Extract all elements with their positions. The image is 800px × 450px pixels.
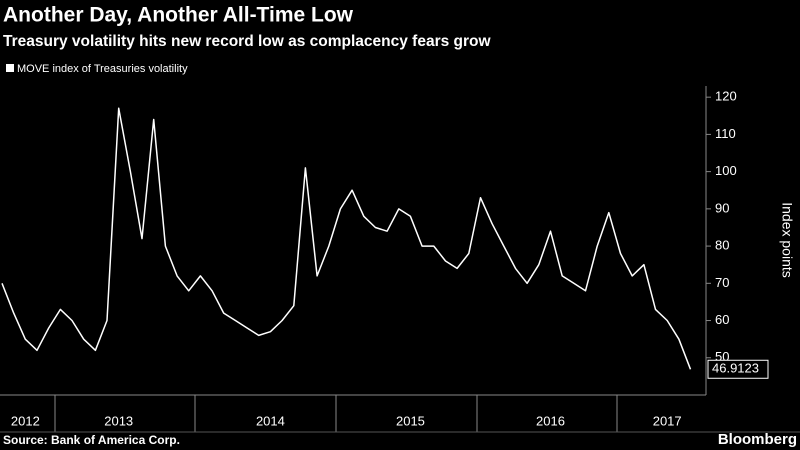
last-value-label: 46.9123: [712, 361, 759, 376]
y-tick-label: 60: [715, 312, 729, 327]
chart-subtitle: Treasury volatility hits new record low …: [3, 33, 492, 50]
x-tick-label: 2014: [256, 413, 285, 428]
chart-title: Another Day, Another All-Time Low: [3, 4, 354, 27]
x-tick-label: 2017: [653, 413, 682, 428]
last-value-box: [707, 359, 769, 379]
year-separators: [54, 395, 618, 432]
legend-swatch: [6, 64, 14, 72]
y-axis-label: Index points: [779, 202, 795, 278]
y-tick-label: 80: [715, 238, 729, 253]
series-line: [1, 107, 692, 370]
y-tick-label: 70: [715, 275, 729, 290]
legend-label: MOVE index of Treasuries volatility: [17, 63, 188, 75]
x-tick-label: 2015: [396, 413, 425, 428]
y-tick-label: 110: [715, 126, 736, 141]
x-tick-label: 2016: [536, 413, 565, 428]
y-tick-label: 90: [715, 200, 729, 215]
y-tick-label: 100: [715, 163, 737, 178]
brand: Bloomberg: [718, 431, 797, 448]
y-tick-label: 120: [715, 89, 737, 104]
source: Source: Bank of America Corp.: [3, 433, 180, 447]
x-tick-label: 2013: [104, 413, 133, 428]
x-tick-label: 2012: [11, 413, 40, 428]
